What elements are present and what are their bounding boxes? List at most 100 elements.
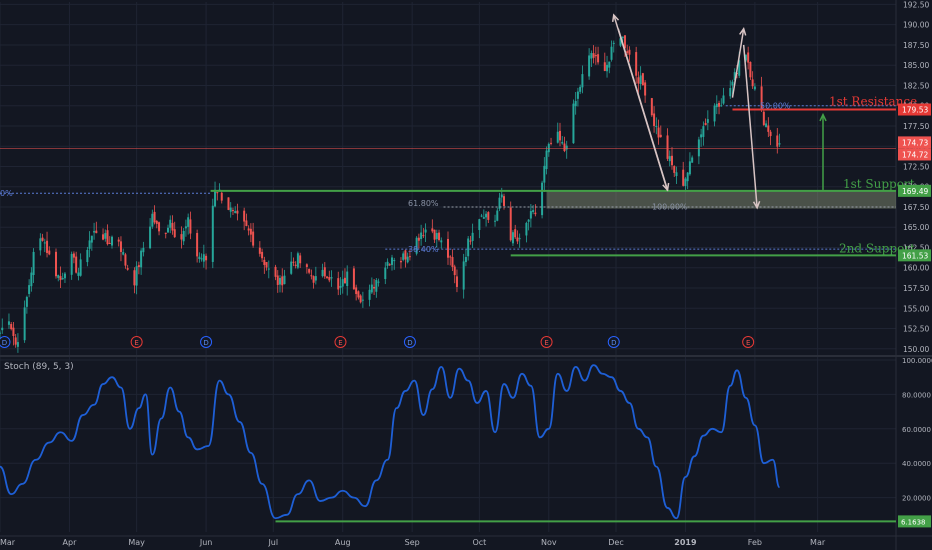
candle-down (453, 266, 456, 276)
price-badge-bg (898, 184, 931, 197)
price-badge-text: 169.49 (902, 187, 928, 196)
time-tick-label: Jun (199, 538, 213, 547)
time-tick-label: Dec (608, 538, 623, 547)
event-circle (540, 336, 553, 348)
candle-up (88, 240, 91, 249)
candle-down (196, 232, 199, 257)
time-tick-label: May (128, 538, 145, 547)
candle-up (590, 53, 593, 59)
price-badge-bg (898, 136, 931, 149)
candle-up (545, 150, 548, 170)
candle-up (290, 261, 293, 274)
candle-down (514, 229, 517, 238)
candle-down (438, 232, 441, 241)
candle-up (386, 261, 389, 266)
candle-down (14, 337, 17, 345)
candle-down (373, 286, 376, 289)
candle-up (576, 91, 579, 99)
candle-down (751, 79, 754, 87)
earnings-marker[interactable]: E (130, 336, 143, 348)
candle-down (153, 211, 156, 223)
candle-up (149, 226, 152, 249)
candle-up (606, 64, 609, 72)
candle-up (706, 119, 709, 123)
candle-down (760, 86, 763, 110)
candle-up (211, 205, 214, 262)
support-zone-box (546, 190, 896, 209)
arrow-decline-2-head (752, 200, 761, 210)
time-tick-label: Apr (63, 538, 78, 547)
candle-down (106, 230, 109, 245)
earnings-marker[interactable]: E (334, 336, 347, 348)
candle-up (229, 207, 232, 212)
candle-up (435, 233, 438, 240)
candle-up (753, 86, 756, 90)
candle-down (95, 230, 98, 234)
time-tick-label: 2019 (674, 538, 697, 547)
dividend-marker[interactable]: D (607, 336, 620, 348)
candle-down (603, 62, 606, 72)
candle-down (417, 237, 420, 241)
candle-down (623, 35, 626, 49)
dividend-marker[interactable]: D (403, 336, 416, 348)
candle-up (77, 272, 80, 276)
candle-down (265, 262, 268, 268)
candle-down (644, 82, 647, 96)
candle-up (63, 273, 66, 279)
candle-up (532, 210, 535, 213)
candle-down (310, 275, 313, 277)
candle-down (48, 250, 51, 255)
candle-down (534, 212, 537, 215)
candle-up (565, 145, 568, 150)
fib-50-label: 50.00% (760, 102, 791, 111)
candle-up (688, 161, 691, 175)
candle-up (406, 256, 409, 263)
candle-down (704, 123, 707, 126)
candle-down (718, 103, 721, 107)
candle-up (511, 232, 514, 244)
candle-down (359, 295, 362, 303)
event-circle (0, 336, 11, 348)
candle-down (594, 54, 597, 57)
candle-down (263, 259, 266, 265)
candle-up (675, 172, 678, 177)
candle-up (182, 230, 185, 242)
candle-down (352, 268, 355, 290)
candle-up (341, 279, 344, 287)
candle-up (111, 236, 113, 246)
earnings-marker[interactable]: E (540, 336, 553, 348)
candle-down (776, 135, 779, 147)
candle-up (686, 172, 689, 182)
candle-down (767, 125, 770, 132)
candle-down (592, 53, 595, 58)
candle-down (682, 169, 685, 186)
price-badge-text: 179.53 (902, 106, 928, 115)
candle-up (122, 252, 125, 255)
candle-down (276, 275, 279, 285)
stoch-tick-label: 60.0000 (902, 426, 931, 434)
candle-down (597, 54, 600, 63)
candle-up (765, 123, 768, 127)
candle-up (167, 227, 169, 233)
candle-up (184, 226, 187, 229)
price-tick-label: 157.50 (903, 284, 929, 293)
time-tick-label: Mar (0, 538, 16, 547)
candle-up (90, 235, 93, 243)
stoch-title: Stoch (89, 5, 3) (4, 362, 74, 372)
price-badge: 169.49 (898, 184, 931, 197)
dividend-marker[interactable]: D (200, 336, 213, 348)
candle-up (377, 281, 380, 283)
dividend-marker[interactable]: D (0, 336, 11, 348)
candle-up (729, 88, 732, 97)
candle-up (57, 275, 60, 278)
candle-down (220, 192, 223, 201)
candle-down (108, 242, 111, 244)
candle-down (422, 235, 425, 237)
earnings-marker[interactable]: E (742, 336, 755, 348)
candle-up (32, 251, 35, 275)
candle-up (471, 232, 474, 241)
arrow-peak-1-head (611, 13, 620, 22)
candle-up (361, 299, 364, 301)
